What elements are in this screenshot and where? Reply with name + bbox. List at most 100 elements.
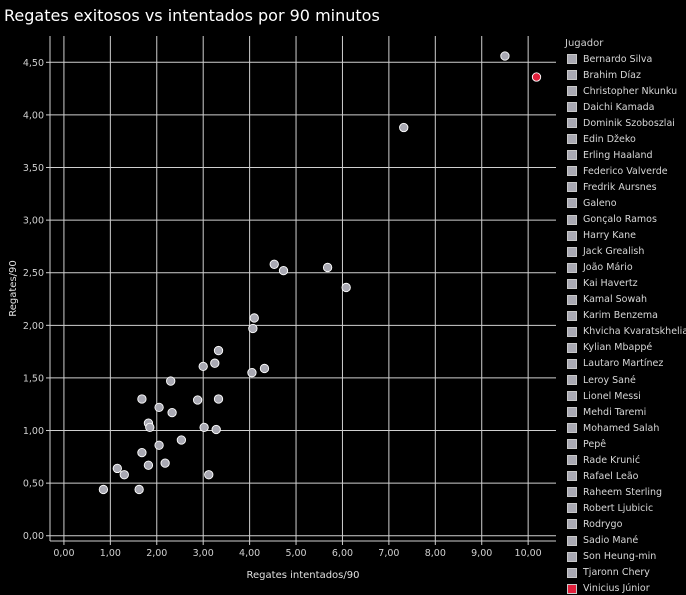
scatter-point [98,484,109,495]
x-tick-label: 1,00 [100,548,121,559]
legend-label: Tjaronn Chery [583,567,650,579]
legend-swatch [567,535,577,546]
legend-label: Leroy Sané [583,374,636,386]
legend-label: Sadio Mané [583,535,639,546]
legend-item[interactable]: Dominik Szoboszlai [567,117,675,129]
scatter-point [213,345,224,356]
legend-item[interactable]: Rodrygo [567,518,622,530]
scatter-point [213,394,224,404]
legend-label: Jack Grealish [583,246,645,258]
legend-swatch [567,214,577,225]
legend-swatch [567,391,577,402]
legend-item[interactable]: Daichi Kamada [567,101,655,113]
x-tick-label: 6,00 [332,548,353,559]
legend-item[interactable]: Kamal Sowah [567,294,647,306]
legend-item[interactable]: Kai Havertz [567,278,638,290]
legend-item[interactable]: Raheem Sterling [567,486,662,498]
y-tick-label: 0,50 [23,479,44,490]
legend-item[interactable]: Bernardo Silva [567,53,652,65]
y-tick-label: 1,50 [23,373,44,384]
legend-swatch [567,439,577,450]
legend-swatch [567,102,577,113]
legend-label: Edin Džeko [583,133,636,145]
legend-item[interactable]: Galeno [567,197,617,209]
legend-label: Mehdi Taremi [583,406,647,418]
legend-swatch [567,326,577,337]
legend-item[interactable]: Jack Grealish [567,246,644,258]
legend-item[interactable]: Mohamed Salah [567,422,659,434]
legend-item[interactable]: Rafael Leão [567,470,639,482]
legend-swatch [567,503,577,514]
legend-item[interactable]: Fredrik Aursnes [567,181,657,193]
legend-item[interactable]: Kylian Mbappé [567,342,652,354]
scatter-point [341,282,351,293]
scatter-point [399,122,409,133]
legend-label: Federico Valverde [583,165,668,177]
legend-label: Pepê [583,438,607,450]
x-tick-label: 0,00 [53,548,74,559]
legend-label: Vinicius Júnior [583,583,650,595]
legend-title: Jugador [565,38,604,49]
legend-swatch [567,310,577,321]
scatter-point [248,323,258,334]
scatter-point [137,447,147,458]
legend-swatch [567,230,577,241]
legend-item[interactable]: Erling Haaland [567,149,653,161]
legend-item[interactable]: Christopher Nkunku [567,85,677,97]
legend-item[interactable]: João Mário [567,262,633,274]
scatter-point [247,368,257,378]
x-axis-label: Regates intentados/90 [247,570,360,581]
scatter-point [119,470,129,480]
legend-swatch [567,342,577,353]
legend-item[interactable]: Lautaro Martínez [567,358,663,370]
legend-label: Karim Benzema [583,310,658,322]
legend-item[interactable]: Leroy Sané [567,374,636,386]
legend-label: Rodrygo [583,518,623,530]
legend-swatch [567,358,577,369]
legend-label: Harry Kane [583,230,637,242]
legend-item[interactable]: Son Heung-min [567,551,656,563]
legend-item[interactable]: Khvicha Kvaratskhelia [567,326,686,338]
legend-item[interactable]: Mehdi Taremi [567,406,646,418]
legend-swatch [567,166,577,177]
y-tick-label: 4,50 [23,58,44,69]
scatter-point [204,470,214,480]
legend-swatch [567,487,577,498]
scatter-point [154,402,164,413]
legend-item[interactable]: Gonçalo Ramos [567,214,657,226]
scatter-point [500,51,510,61]
scatter-point [192,395,203,405]
legend-item[interactable]: Lionel Messi [567,390,641,402]
x-tick-label: 8,00 [425,548,446,559]
legend-item[interactable]: Brahim Díaz [567,69,641,81]
legend-label: Mohamed Salah [583,422,660,434]
x-tick-label: 5,00 [285,548,306,559]
legend-swatch [567,551,577,562]
legend-item[interactable]: Federico Valverde [567,165,668,177]
legend-label: Daichi Kamada [583,101,655,113]
legend-label: Raheem Sterling [583,486,663,498]
legend-item[interactable]: Vinicius Júnior [567,583,650,595]
y-tick-label: 4,00 [23,110,44,121]
legend-swatch [567,567,577,578]
legend-swatch [567,278,577,289]
legend-swatch [567,118,577,129]
legend-item[interactable]: Karim Benzema [567,310,658,322]
legend-item[interactable]: Sadio Mané [567,535,638,547]
scatter-point [198,361,208,372]
scatter-point [167,407,177,418]
scatter-point [259,363,270,374]
legend-item[interactable]: Harry Kane [567,230,636,242]
scatter-point [269,259,279,269]
legend-item[interactable]: Robert Ljubicic [567,502,653,514]
scatter-point [166,376,176,386]
legend-item[interactable]: Pepê [567,438,606,450]
legend-label: Christopher Nkunku [583,85,678,97]
legend-item[interactable]: Rade Krunić [567,454,640,466]
legend-swatch [567,519,577,530]
legend-item[interactable]: Edin Džeko [567,133,636,145]
legend-label: Son Heung-min [583,551,657,563]
legend-label: Kai Havertz [583,278,638,290]
legend-item[interactable]: Tjaronn Chery [567,567,650,579]
